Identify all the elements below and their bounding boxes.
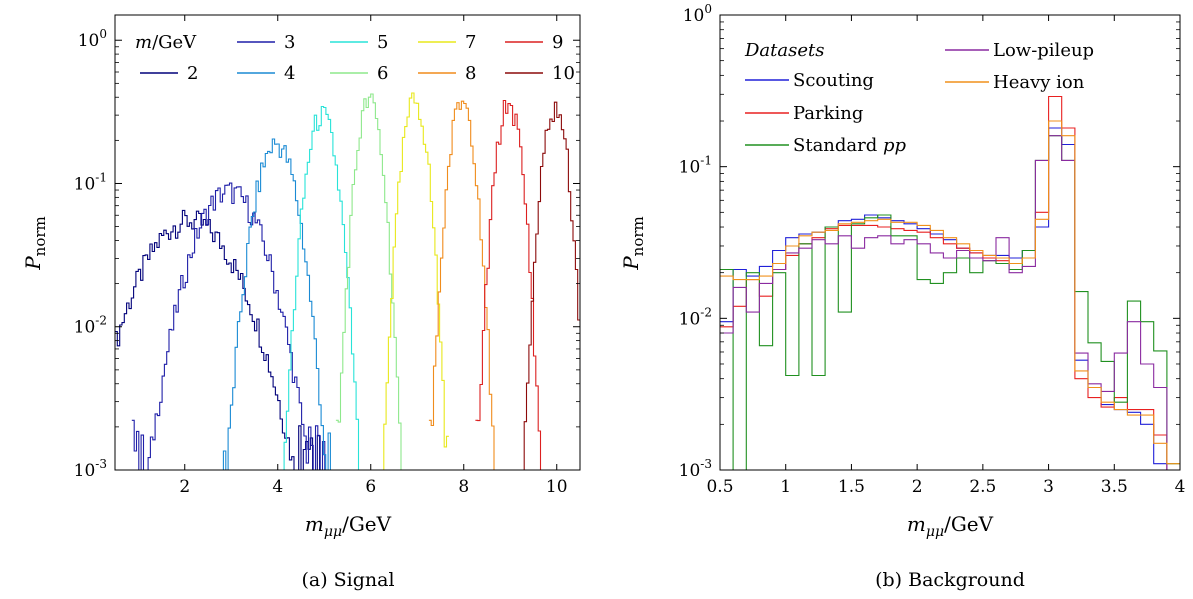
signal-legend-label: 9 [552, 32, 563, 53]
x-tick-label: 3.5 [1101, 477, 1128, 497]
signal-axis-ticks: 2 4 6 8 10 100 10-1 10-2 10-3 [74, 15, 580, 497]
background-legend-label: Low-pileup [993, 40, 1094, 61]
background-legend-label: Standard pp [793, 135, 907, 156]
y-tick-label: 100 [683, 2, 712, 26]
background-legend-label: Parking [793, 103, 863, 124]
signal-caption: (a) Signal [301, 569, 394, 591]
background-series-low-pileup [720, 135, 1180, 471]
signal-legend-label: 8 [465, 63, 476, 84]
signal-xlabel: mμμ/GeV [305, 512, 392, 540]
signal-legend-label: 4 [284, 63, 295, 84]
signal-series-m8 [428, 100, 497, 471]
signal-legend: m/GeV 3 2 4 5 6 7 8 9 10 [135, 32, 575, 84]
y-tick-label: 10-2 [679, 305, 712, 329]
signal-curves [115, 92, 580, 471]
x-tick-label: 1 [780, 477, 791, 497]
x-tick-label: 8 [458, 477, 469, 497]
x-tick-label: 6 [365, 477, 376, 497]
background-axis-ticks: 0.5 1 1.5 2 2.5 3 3.5 4 100 10-1 10-2 10-3 [679, 2, 1186, 497]
background-series-scouting [720, 127, 1180, 471]
signal-series-m9 [475, 99, 543, 471]
background-legend-label: Heavy ion [993, 72, 1085, 93]
signal-panel: 2 4 6 8 10 100 10-1 10-2 10-3 Pnorm mμμ/GeV (a) … [21, 14, 581, 591]
signal-legend-title: m/GeV [135, 32, 197, 53]
x-tick-label: 0.5 [706, 477, 733, 497]
background-curves [720, 95, 1180, 471]
background-series-standard-pp [720, 135, 1180, 471]
x-tick-label: 2.5 [969, 477, 996, 497]
background-legend: Datasets Scouting Parking Standard pp Low-pi… [744, 40, 1094, 156]
background-panel: 0.5 1 1.5 2 2.5 3 3.5 4 100 10-1 10-2 10-3 Pnorm mμ… [619, 2, 1185, 591]
signal-series-m3 [131, 182, 328, 471]
background-ylabel: Pnorm [619, 216, 647, 271]
background-legend-title: Datasets [744, 40, 825, 61]
background-series-heavy-ion [720, 120, 1180, 465]
background-xlabel: mμμ/GeV [907, 512, 994, 540]
x-tick-label: 3 [1043, 477, 1054, 497]
signal-series-m2 [115, 209, 325, 471]
signal-legend-label: 6 [377, 63, 388, 84]
y-tick-label: 10-1 [74, 170, 107, 194]
y-tick-label: 10-1 [679, 154, 712, 178]
signal-legend-label: 7 [465, 32, 476, 53]
x-tick-label: 2 [912, 477, 923, 497]
x-tick-label: 4 [272, 477, 283, 497]
x-tick-label: 1.5 [838, 477, 865, 497]
y-tick-label: 10-2 [74, 314, 107, 338]
signal-series-m5 [281, 105, 364, 471]
signal-legend-label: 3 [284, 32, 295, 53]
signal-legend-label: 2 [187, 63, 198, 84]
y-tick-label: 10-3 [679, 457, 712, 481]
background-caption: (b) Background [875, 569, 1025, 591]
y-tick-label: 100 [78, 27, 107, 51]
background-plot-frame [719, 14, 1181, 471]
x-tick-label: 10 [546, 477, 568, 497]
signal-series-m10 [521, 101, 580, 471]
signal-series-m4 [221, 138, 333, 471]
signal-series-m7 [381, 92, 449, 471]
signal-plot-frame [114, 14, 581, 471]
background-series-parking [720, 95, 1180, 471]
x-tick-label: 4 [1175, 477, 1186, 497]
background-legend-label: Scouting [793, 70, 874, 91]
x-tick-label: 2 [179, 477, 190, 497]
signal-ylabel: Pnorm [21, 216, 49, 271]
signal-legend-label: 10 [552, 63, 575, 84]
signal-legend-label: 5 [377, 32, 388, 53]
signal-series-m6 [335, 93, 404, 471]
y-tick-label: 10-3 [74, 457, 107, 481]
